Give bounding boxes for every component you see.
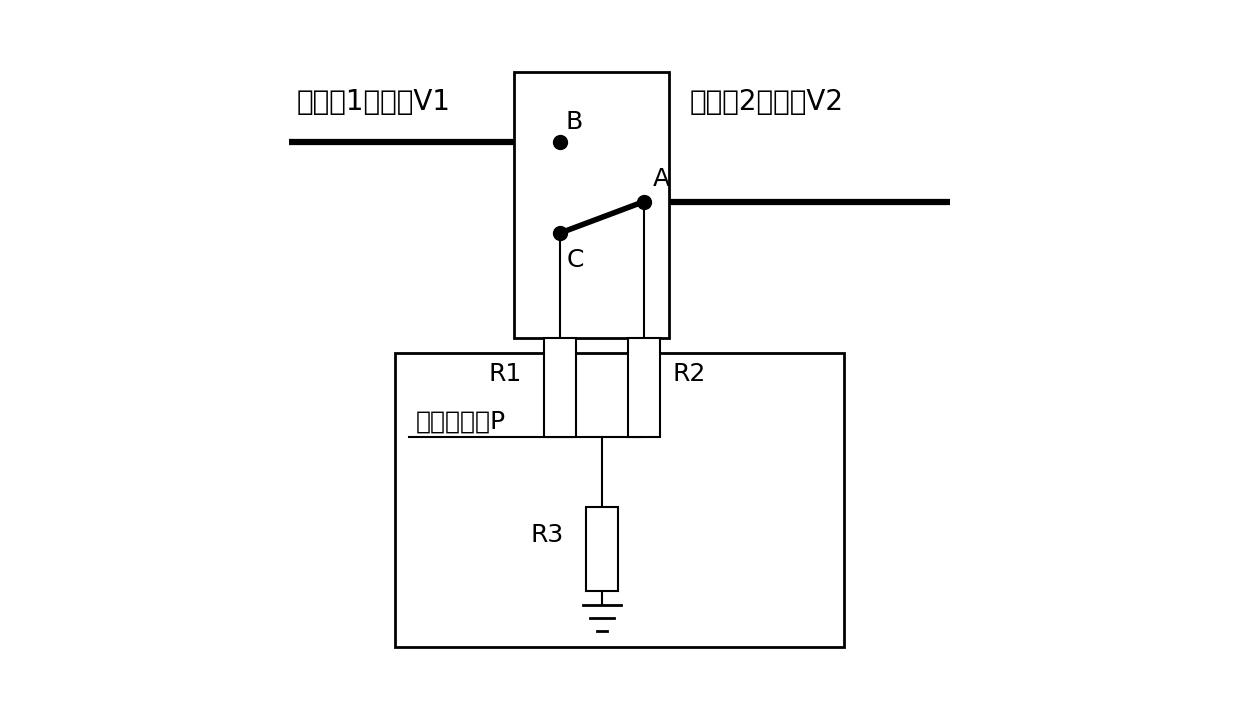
Text: A: A — [653, 167, 669, 191]
Text: R3: R3 — [530, 523, 564, 547]
Text: R2: R2 — [673, 362, 706, 386]
Bar — [586, 507, 618, 591]
Text: B: B — [565, 110, 582, 134]
Text: 状态输出：P: 状态输出：P — [416, 410, 506, 434]
Bar — [544, 338, 576, 437]
Text: 航天器2：电压V2: 航天器2：电压V2 — [690, 88, 844, 116]
Bar — [628, 338, 660, 437]
Bar — [395, 352, 844, 647]
Bar — [514, 72, 669, 338]
Text: 航天器1：电压V1: 航天器1：电压V1 — [296, 88, 451, 116]
Text: R1: R1 — [488, 362, 522, 386]
Text: C: C — [566, 248, 585, 272]
